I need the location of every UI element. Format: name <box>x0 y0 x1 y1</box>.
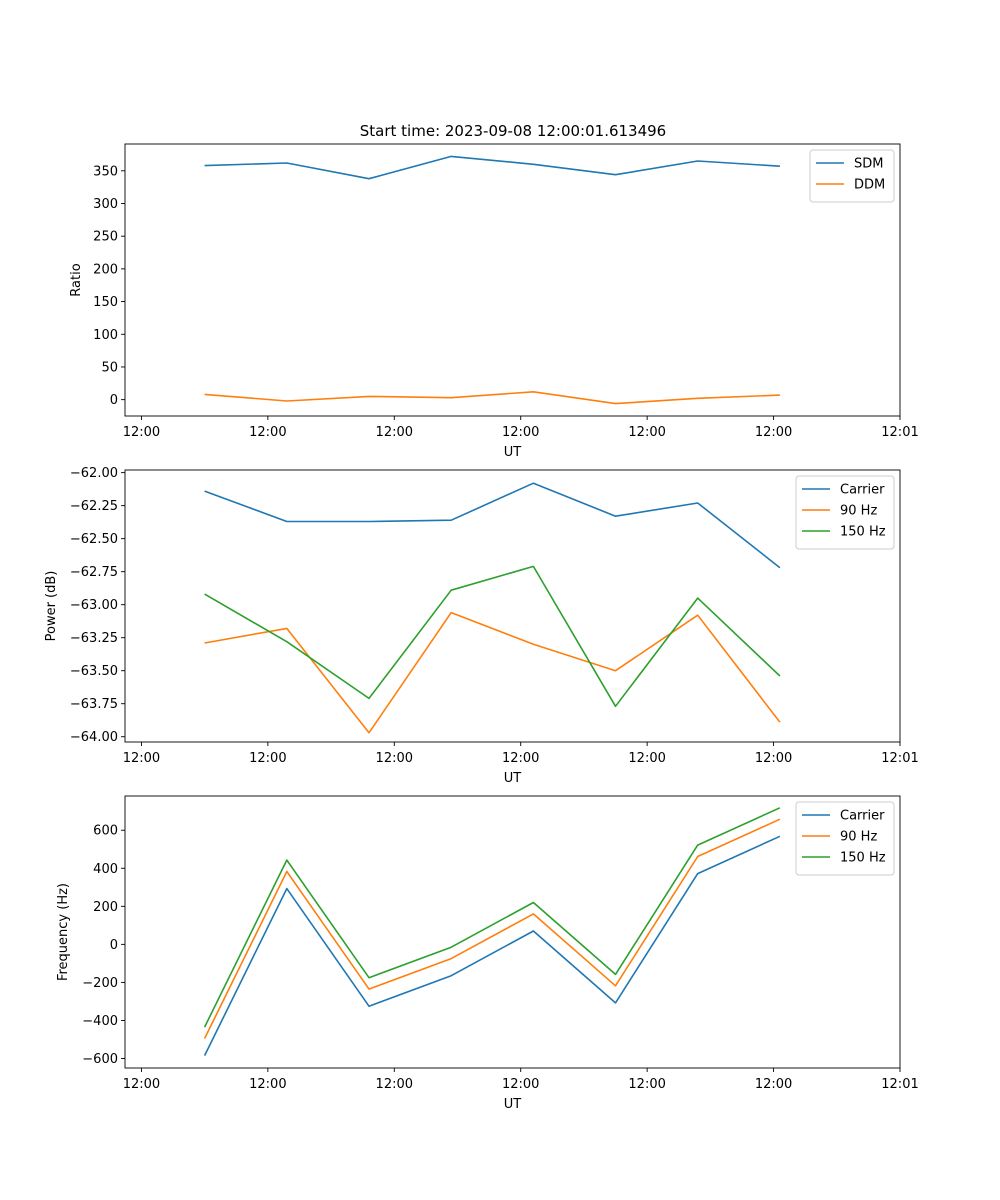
y-tick-label: −63.50 <box>70 664 118 679</box>
legend: SDM DDM <box>809 149 895 203</box>
x-tick-label: 12:00 <box>755 1077 792 1092</box>
y-tick-label: −400 <box>82 1014 118 1029</box>
x-tick-label: 12:00 <box>502 1077 539 1092</box>
y-axis-label: Power (dB) <box>44 571 59 642</box>
series-line-carrier <box>203 835 781 1056</box>
series-line-150-hz <box>204 565 781 708</box>
legend-label: DDM <box>854 178 885 193</box>
y-tick-label: 100 <box>93 328 118 343</box>
x-axis-label: UT <box>504 445 522 460</box>
series-line-ddm <box>204 390 780 405</box>
x-tick-label: 12:00 <box>755 425 792 440</box>
x-tick-label: 12:00 <box>628 751 665 766</box>
axes-frame <box>124 795 901 1069</box>
x-tick-label: 12:00 <box>628 1077 665 1092</box>
legend-label: 150 Hz <box>840 525 886 540</box>
y-tick-label: −62.00 <box>70 466 118 481</box>
series-line-150-hz <box>203 807 781 1028</box>
y-tick-label: 600 <box>93 824 118 839</box>
x-axis-label: UT <box>504 771 522 786</box>
x-tick-label: 12:01 <box>881 1077 918 1092</box>
y-tick-label: 50 <box>101 360 118 375</box>
figure-title: Start time: 2023-09-08 12:00:01.613496 <box>360 122 666 140</box>
y-tick-label: 0 <box>110 938 118 953</box>
series-line-carrier <box>204 482 781 569</box>
panels: 12:00 12:00 12:00 12:00 12:00 12:00 12:01 UT 0 50… <box>44 143 919 1112</box>
x-tick-label: 12:00 <box>123 1077 160 1092</box>
chart-panel-2: 12:00 12:00 12:00 12:00 12:00 12:00 12:01 UT −64… <box>44 466 919 786</box>
series-line-sdm <box>204 155 780 180</box>
x-axis-label: UT <box>504 1097 522 1112</box>
x-tick-label: 12:00 <box>249 425 286 440</box>
chart-panel-1: 12:00 12:00 12:00 12:00 12:00 12:00 12:01 UT 0 50… <box>69 143 919 460</box>
y-tick-label: 150 <box>93 295 118 310</box>
y-axis-label: Frequency (Hz) <box>56 883 71 981</box>
y-tick-label: 250 <box>93 230 118 245</box>
chart-panel-3: 12:00 12:00 12:00 12:00 12:00 12:00 12:01 UT −60… <box>56 795 919 1112</box>
legend-label: 150 Hz <box>840 851 886 866</box>
y-axis-label: Ratio <box>69 263 84 296</box>
legend: Carrier 90 Hz 150 Hz <box>795 801 895 876</box>
y-tick-label: −600 <box>82 1052 118 1067</box>
y-tick-label: 200 <box>93 262 118 277</box>
y-tick-label: 0 <box>110 393 118 408</box>
x-tick-label: 12:01 <box>881 751 918 766</box>
x-tick-label: 12:00 <box>249 751 286 766</box>
x-tick-label: 12:00 <box>502 751 539 766</box>
legend-label: SDM <box>854 157 883 172</box>
legend-label: Carrier <box>840 809 885 824</box>
legend-label: 90 Hz <box>840 504 877 519</box>
x-tick-label: 12:00 <box>123 751 160 766</box>
y-tick-label: 300 <box>93 197 118 212</box>
y-tick-label: 400 <box>93 862 118 877</box>
y-tick-label: −63.00 <box>70 598 118 613</box>
y-tick-label: −62.50 <box>70 532 118 547</box>
x-tick-label: 12:00 <box>628 425 665 440</box>
y-tick-label: 350 <box>93 164 118 179</box>
axes-frame <box>124 469 901 743</box>
legend-label: Carrier <box>840 483 885 498</box>
legend-label: 90 Hz <box>840 830 877 845</box>
y-tick-label: −64.00 <box>70 730 118 745</box>
x-tick-label: 12:00 <box>376 1077 413 1092</box>
x-tick-label: 12:00 <box>249 1077 286 1092</box>
x-tick-label: 12:00 <box>123 425 160 440</box>
y-tick-label: −200 <box>82 976 118 991</box>
x-tick-label: 12:00 <box>502 425 539 440</box>
series-line-90-hz <box>203 818 781 1039</box>
series-line-90-hz <box>204 611 781 734</box>
legend: Carrier 90 Hz 150 Hz <box>795 475 895 550</box>
x-tick-label: 12:00 <box>376 751 413 766</box>
y-tick-label: −63.25 <box>70 631 118 646</box>
y-tick-label: −62.25 <box>70 499 118 514</box>
y-tick-label: 200 <box>93 900 118 915</box>
y-tick-label: −62.75 <box>70 565 118 580</box>
x-tick-label: 12:00 <box>755 751 792 766</box>
x-tick-label: 12:01 <box>881 425 918 440</box>
y-tick-label: −63.75 <box>70 697 118 712</box>
axes-frame <box>124 143 901 417</box>
x-tick-label: 12:00 <box>376 425 413 440</box>
